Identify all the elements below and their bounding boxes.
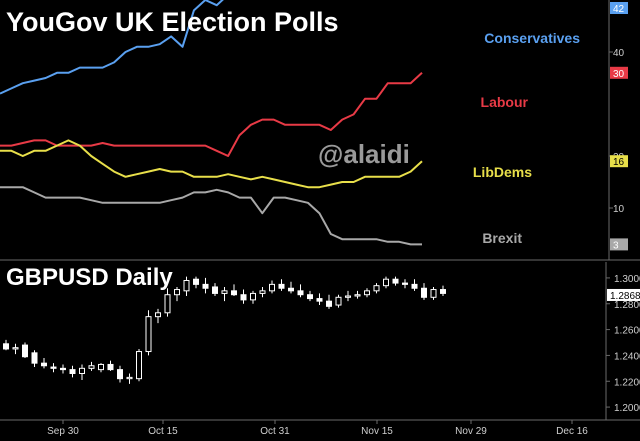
- candle-down: [278, 283, 285, 289]
- last-value-badge-labour: [610, 66, 628, 79]
- last-value-badge-brexit: [610, 238, 628, 251]
- polls-y-tick-label: 40: [613, 48, 625, 59]
- candle-up: [183, 280, 190, 292]
- series-line-brexit: [0, 186, 422, 246]
- fx-x-tick-label: Oct 31: [260, 426, 290, 437]
- last-value-label-brexit: 3: [613, 240, 619, 251]
- legend-label-conservatives: Conservatives: [484, 30, 580, 46]
- candle-down: [50, 366, 57, 369]
- legend-label-labour: Labour: [481, 94, 529, 110]
- fx-y-tick-label: 1.2600: [614, 326, 640, 337]
- candle-down: [193, 278, 199, 285]
- fx-title: GBPUSD Daily: [6, 264, 173, 291]
- candle-up: [155, 312, 161, 318]
- fx-last-price-label: 1.2868: [610, 291, 640, 302]
- polls-y-tick-label: 10: [613, 204, 625, 215]
- candle-up: [430, 289, 437, 298]
- text-layer: YouGov UK Election Polls @alaidi GBPUSD …: [6, 7, 410, 291]
- fx-y-tick-label: 1.3000: [614, 274, 640, 285]
- fx-x-tick-label: Dec 16: [556, 426, 588, 437]
- candle-down: [440, 289, 446, 294]
- candle-up: [269, 283, 275, 292]
- candle-down: [69, 369, 76, 374]
- candle-down: [22, 344, 28, 358]
- candle-down: [297, 290, 304, 296]
- fx-y-tick-label: 1.2800: [614, 300, 640, 311]
- fx-x-tick-label: Nov 15: [361, 426, 393, 437]
- candle-down: [60, 367, 66, 371]
- candle-up: [126, 376, 133, 380]
- candle-up: [221, 290, 228, 294]
- fx-last-price-badge: [607, 288, 640, 301]
- series-line-conservatives: [0, 0, 224, 95]
- fx-y-tick-label: 1.2400: [614, 351, 640, 362]
- candle-down: [307, 294, 313, 300]
- last-value-label-labour: 30: [613, 69, 625, 80]
- candle-up: [345, 295, 351, 298]
- fx-x-tick-label: Oct 15: [148, 426, 178, 437]
- candle-down: [41, 362, 47, 367]
- legend-label-libdems: LibDems: [473, 164, 532, 180]
- candle-up: [12, 347, 19, 350]
- fx-x-tick-label: Nov 29: [455, 426, 487, 437]
- fx-y-tick-label: 1.2200: [614, 377, 640, 388]
- candle-up: [164, 294, 171, 314]
- polls-title: YouGov UK Election Polls: [6, 7, 339, 37]
- candle-up: [373, 285, 380, 292]
- series-line-libdems: [0, 139, 423, 189]
- candle-down: [212, 286, 218, 294]
- candle-down: [326, 300, 332, 307]
- candle-down: [402, 282, 408, 285]
- candle-up: [335, 296, 342, 306]
- candle-down: [411, 283, 418, 289]
- last-value-badge-libdems: [610, 155, 628, 168]
- fx-x-tick-label: Sep 30: [47, 426, 79, 437]
- candle-down: [231, 290, 237, 296]
- candle-down: [288, 287, 294, 292]
- candle-up: [364, 290, 370, 296]
- fx-panel: 1.2000 1.2200 1.2400 1.2600 1.2800 1.3000 Sep …: [0, 262, 640, 437]
- last-value-label-conservatives: 42: [613, 4, 625, 15]
- candle-up: [250, 292, 256, 301]
- candle-up: [98, 363, 104, 371]
- candle-down: [31, 352, 38, 364]
- candle-down: [421, 287, 427, 298]
- polls-panel: 102040Conservatives42Labour30LibDems16Br…: [0, 0, 640, 261]
- candle-down: [392, 278, 399, 284]
- candle-down: [240, 294, 247, 301]
- candle-down: [117, 369, 123, 380]
- fx-y-tick-label: 1.2000: [614, 403, 640, 414]
- candle-up: [136, 351, 142, 380]
- watermark-handle: @alaidi: [318, 139, 410, 169]
- candle-up: [88, 365, 95, 369]
- candle-up: [354, 294, 361, 297]
- candle-up: [79, 367, 85, 375]
- candle-up: [383, 278, 389, 287]
- candle-up: [145, 316, 152, 353]
- last-value-badge-conservatives: [610, 2, 628, 14]
- candle-down: [3, 343, 9, 350]
- last-value-label-libdems: 16: [613, 157, 625, 168]
- legend-label-brexit: Brexit: [482, 230, 522, 246]
- candle-down: [107, 363, 114, 371]
- candle-down: [316, 298, 323, 302]
- candle-up: [259, 290, 266, 294]
- candle-up: [174, 289, 180, 296]
- candle-down: [202, 283, 209, 289]
- series-line-labour: [0, 72, 423, 157]
